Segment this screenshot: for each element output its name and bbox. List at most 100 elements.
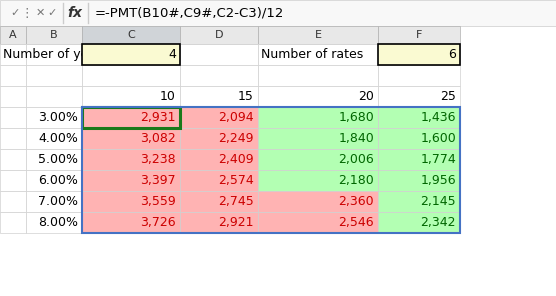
Bar [378, 128, 460, 149]
Bar [0, 65, 26, 86]
Text: 3.00%: 3.00% [38, 111, 78, 124]
Text: 1,436: 1,436 [420, 111, 456, 124]
Bar [0, 212, 26, 233]
Bar [82, 44, 180, 65]
Bar [26, 86, 82, 107]
Text: 2,931: 2,931 [141, 111, 176, 124]
Text: 2,745: 2,745 [219, 195, 254, 208]
Bar [258, 191, 378, 212]
Text: 3,397: 3,397 [140, 174, 176, 187]
Bar [82, 212, 180, 233]
Bar [82, 149, 180, 170]
Text: 6.00%: 6.00% [38, 174, 78, 187]
Text: 2,249: 2,249 [219, 132, 254, 145]
Bar [82, 26, 180, 44]
Text: 1,680: 1,680 [338, 111, 374, 124]
Text: 3,238: 3,238 [140, 153, 176, 166]
Bar [180, 86, 258, 107]
Bar [378, 212, 460, 233]
Text: 3,559: 3,559 [140, 195, 176, 208]
Bar [180, 107, 258, 128]
Bar [258, 86, 378, 107]
Text: ⋮: ⋮ [21, 7, 33, 20]
Bar [82, 170, 180, 191]
Bar [180, 170, 258, 191]
Bar [82, 128, 180, 149]
Text: ✓: ✓ [11, 8, 19, 18]
Text: 1,840: 1,840 [338, 132, 374, 145]
Bar [180, 26, 258, 44]
Bar [0, 107, 26, 128]
Bar [258, 170, 378, 191]
Bar [258, 212, 378, 233]
Bar [180, 149, 258, 170]
Bar [180, 149, 258, 170]
Bar [180, 170, 258, 191]
Text: 8.00%: 8.00% [38, 216, 78, 229]
Bar [26, 107, 82, 128]
Bar [0, 233, 556, 296]
Text: E: E [315, 30, 321, 40]
Bar [82, 170, 180, 191]
Bar [258, 191, 378, 212]
Bar [378, 212, 460, 233]
Bar [378, 128, 460, 149]
Text: 3,726: 3,726 [140, 216, 176, 229]
Text: D: D [215, 30, 224, 40]
Bar [378, 107, 460, 128]
Text: F: F [416, 30, 422, 40]
Text: 5.00%: 5.00% [38, 153, 78, 166]
Text: 4.00%: 4.00% [38, 132, 78, 145]
Bar [378, 170, 460, 191]
Text: 20: 20 [358, 90, 374, 103]
Bar [258, 44, 378, 65]
Text: 2,574: 2,574 [219, 174, 254, 187]
Text: 2,145: 2,145 [420, 195, 456, 208]
Bar [26, 212, 82, 233]
Text: 2,360: 2,360 [339, 195, 374, 208]
Text: ✕: ✕ [36, 8, 44, 18]
Bar [258, 107, 378, 128]
Bar [258, 107, 378, 128]
Text: 15: 15 [238, 90, 254, 103]
Bar [378, 44, 460, 65]
Bar [180, 128, 258, 149]
Bar [26, 170, 82, 191]
Bar [82, 149, 180, 170]
Text: Number of years: Number of years [3, 48, 108, 61]
Bar [378, 149, 460, 170]
Bar [180, 44, 258, 65]
Text: Number of rates: Number of rates [261, 48, 363, 61]
Text: 1,600: 1,600 [420, 132, 456, 145]
Bar [26, 44, 82, 65]
Bar [82, 65, 180, 86]
Bar [82, 107, 180, 128]
Bar [82, 107, 460, 233]
Bar [26, 65, 82, 86]
Bar [82, 86, 180, 107]
Bar [378, 191, 460, 212]
Bar [26, 26, 82, 44]
Bar [258, 65, 378, 86]
Bar [82, 212, 180, 233]
Text: 2,409: 2,409 [219, 153, 254, 166]
Text: 2,546: 2,546 [339, 216, 374, 229]
Bar [378, 170, 460, 191]
Bar [180, 107, 258, 128]
Bar [0, 191, 26, 212]
Bar [82, 107, 180, 128]
Text: 2,180: 2,180 [338, 174, 374, 187]
Text: =-PMT(B10#,C9#,C2-C3)/12: =-PMT(B10#,C9#,C2-C3)/12 [95, 7, 284, 20]
Bar [0, 128, 26, 149]
Bar [0, 26, 26, 44]
Bar [82, 128, 180, 149]
Bar [0, 170, 26, 191]
Bar [258, 149, 378, 170]
Text: ✓: ✓ [47, 8, 57, 18]
Bar [0, 86, 26, 107]
Bar [258, 149, 378, 170]
Bar [180, 212, 258, 233]
Text: C: C [127, 30, 135, 40]
Text: 4: 4 [168, 48, 176, 61]
Bar [26, 149, 82, 170]
